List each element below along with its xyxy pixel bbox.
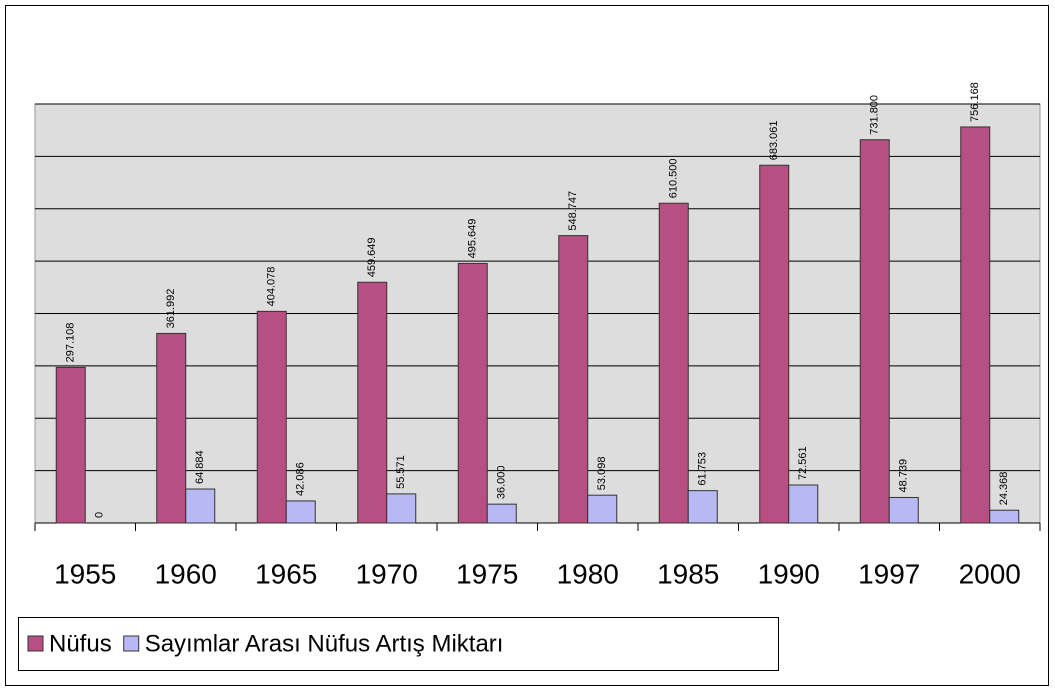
bar bbox=[888, 496, 919, 524]
x-tick-label: 1980 bbox=[557, 558, 619, 589]
bar bbox=[457, 262, 488, 524]
data-label: 731.800 bbox=[869, 95, 881, 135]
x-tick-label: 1965 bbox=[255, 558, 317, 589]
data-label: 0 bbox=[94, 512, 106, 518]
data-label: 64.884 bbox=[194, 450, 206, 484]
data-label: 683.061 bbox=[768, 120, 780, 160]
data-label: 24.368 bbox=[998, 472, 1010, 506]
bar bbox=[960, 126, 991, 524]
data-label: 404.078 bbox=[266, 267, 278, 307]
data-label: 297.108 bbox=[65, 323, 77, 363]
data-label: 610.500 bbox=[668, 158, 680, 198]
data-label: 42.086 bbox=[295, 462, 307, 496]
data-label: 361.992 bbox=[165, 289, 177, 329]
x-tick-label: 1975 bbox=[456, 558, 518, 589]
data-label: 53.098 bbox=[596, 457, 608, 491]
data-label: 459.649 bbox=[366, 237, 378, 277]
bar bbox=[658, 202, 689, 524]
bar bbox=[558, 235, 589, 524]
data-label: 548.747 bbox=[567, 191, 579, 231]
legend-label: Nüfus bbox=[49, 630, 112, 657]
x-tick-label: 1955 bbox=[54, 558, 116, 589]
bar bbox=[486, 503, 517, 524]
bar bbox=[587, 494, 618, 524]
data-label: 48.739 bbox=[898, 459, 910, 493]
bar bbox=[357, 281, 388, 524]
bar bbox=[788, 484, 819, 524]
data-label: 72.561 bbox=[797, 446, 809, 480]
x-tick-label: 1990 bbox=[758, 558, 820, 589]
legend-swatch bbox=[123, 635, 140, 652]
data-label: 61.753 bbox=[697, 452, 709, 486]
bar bbox=[156, 332, 187, 524]
data-label: 55.571 bbox=[395, 455, 407, 489]
x-tick-label: 1997 bbox=[858, 558, 920, 589]
data-label: 36.000 bbox=[496, 465, 508, 499]
legend-swatch bbox=[27, 635, 44, 652]
bar bbox=[386, 493, 417, 524]
legend bbox=[18, 617, 779, 671]
bar bbox=[256, 310, 287, 524]
bar bbox=[989, 509, 1020, 524]
bar bbox=[185, 488, 216, 524]
x-tick-label: 2000 bbox=[959, 558, 1021, 589]
x-tick-label: 1960 bbox=[155, 558, 217, 589]
bar bbox=[285, 500, 316, 524]
x-tick-label: 1985 bbox=[657, 558, 719, 589]
data-label: 756.168 bbox=[969, 82, 981, 122]
legend-label: Sayımlar Arası Nüfus Artış Miktarı bbox=[145, 630, 504, 657]
x-tick-label: 1970 bbox=[356, 558, 418, 589]
bar bbox=[859, 139, 890, 524]
bar bbox=[759, 164, 790, 524]
data-label: 495.649 bbox=[467, 219, 479, 259]
bar bbox=[55, 366, 86, 524]
bar bbox=[687, 490, 718, 524]
